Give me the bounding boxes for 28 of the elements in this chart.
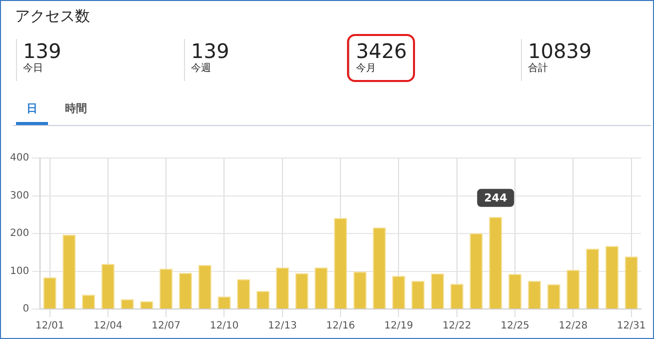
x-tick-label: 12/31 (616, 320, 646, 332)
x-tick-label: 12/04 (94, 320, 122, 332)
y-tick-label: 200 (10, 228, 30, 240)
text: 今月 (356, 63, 377, 75)
text: 時間 (64, 101, 88, 117)
x-tick-label: 12/22 (442, 320, 472, 332)
text: 今日 (23, 63, 44, 75)
x-tick-label: 12/25 (500, 320, 530, 332)
text: 139 (191, 39, 230, 63)
x-tick-label: 12/28 (558, 320, 588, 332)
text: 10839 (528, 39, 592, 63)
x-tick-label: 12/16 (326, 320, 355, 332)
text: 今週 (191, 63, 212, 75)
y-tick-label: 0 (22, 304, 30, 315)
x-tick-label: 12/10 (210, 320, 239, 332)
x-tick-label: 12/07 (152, 320, 180, 332)
text: アクセス数 (15, 7, 90, 26)
x-tick-label: 12/13 (268, 320, 297, 332)
y-tick-label: 400 (10, 152, 30, 164)
text: 3426 (356, 39, 407, 63)
annotation: 244 (484, 192, 508, 205)
text: 日 (16, 101, 48, 125)
x-tick-label: 12/19 (384, 320, 414, 332)
x-tick-label: 12/01 (35, 320, 64, 332)
y-tick-label: 300 (10, 190, 30, 202)
text: 合計 (528, 63, 549, 75)
y-tick-label: 100 (10, 266, 30, 277)
text: 139 (23, 39, 62, 63)
